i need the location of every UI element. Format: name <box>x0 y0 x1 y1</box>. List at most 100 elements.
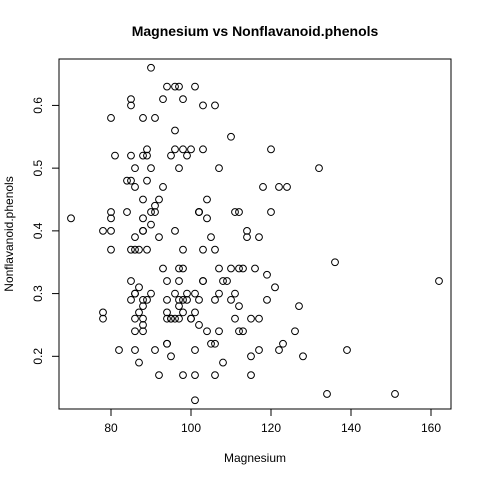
data-point <box>99 308 107 317</box>
data-point <box>159 264 167 273</box>
data-point <box>175 82 183 91</box>
data-point <box>179 95 187 104</box>
data-point <box>199 245 207 254</box>
data-point <box>179 145 187 154</box>
data-point <box>239 264 247 273</box>
data-point <box>175 314 183 323</box>
data-point <box>183 295 191 304</box>
data-point <box>155 233 163 242</box>
data-point <box>139 295 147 304</box>
data-point <box>151 208 159 216</box>
data-point <box>111 151 119 160</box>
data-point <box>163 82 171 91</box>
data-point <box>391 390 399 398</box>
data-point <box>243 226 251 235</box>
data-point <box>139 302 147 311</box>
data-point <box>187 314 195 323</box>
data-point <box>139 314 147 323</box>
data-point <box>107 114 115 122</box>
y-tick-label: 0.4 <box>31 222 45 239</box>
data-point <box>299 352 307 361</box>
data-point <box>67 214 75 223</box>
data-point <box>139 114 147 122</box>
data-point <box>211 295 219 304</box>
data-point <box>223 277 231 285</box>
data-point <box>99 314 107 323</box>
data-point <box>155 195 163 204</box>
data-point <box>135 283 143 292</box>
data-point <box>179 295 187 304</box>
data-point <box>191 289 199 298</box>
data-point <box>195 208 203 216</box>
data-point <box>107 214 115 223</box>
data-point <box>131 346 139 354</box>
data-point <box>175 264 183 273</box>
data-point <box>151 346 159 354</box>
data-point <box>147 63 155 72</box>
data-point <box>139 226 147 235</box>
data-point <box>163 277 171 285</box>
data-point <box>263 270 271 279</box>
data-point <box>227 295 235 304</box>
data-point <box>195 295 203 304</box>
data-point <box>247 352 255 361</box>
x-axis: 80 100 120 140 160 <box>104 408 441 435</box>
data-point <box>107 208 115 216</box>
data-point <box>255 314 263 323</box>
data-point <box>131 164 139 173</box>
data-point <box>235 327 243 336</box>
data-point <box>247 371 255 380</box>
data-point <box>343 346 351 354</box>
data-point <box>295 302 303 311</box>
plot-frame <box>58 58 452 410</box>
data-point <box>147 164 155 173</box>
data-point <box>247 314 255 323</box>
data-point <box>279 339 287 348</box>
data-point <box>267 208 275 216</box>
data-point <box>219 277 227 285</box>
data-point <box>251 264 259 273</box>
data-point <box>231 289 239 298</box>
data-point <box>127 95 135 104</box>
data-point <box>107 245 115 254</box>
data-point <box>127 277 135 285</box>
data-point <box>159 95 167 104</box>
data-point <box>211 339 219 348</box>
data-point <box>167 314 175 323</box>
data-point <box>331 258 339 267</box>
y-tick-label: 0.3 <box>31 285 45 302</box>
data-point <box>163 339 171 348</box>
data-point <box>123 176 131 185</box>
data-point <box>171 126 179 135</box>
data-point <box>203 195 211 204</box>
data-point <box>227 132 235 141</box>
data-point <box>231 208 239 216</box>
data-point <box>255 233 263 242</box>
x-tick-label: 160 <box>421 421 441 435</box>
data-point <box>219 358 227 367</box>
data-point <box>163 314 171 323</box>
data-point <box>235 264 243 273</box>
data-point <box>139 151 147 160</box>
data-point <box>131 314 139 323</box>
y-tick-label: 0.6 <box>31 97 45 114</box>
data-point <box>115 346 123 354</box>
y-axis: 0.2 0.3 0.4 0.5 0.6 <box>31 97 60 365</box>
data-point <box>263 295 271 304</box>
x-tick-label: 80 <box>104 421 118 435</box>
data-point <box>191 308 199 317</box>
data-point <box>207 339 215 348</box>
data-point <box>183 289 191 298</box>
data-point <box>127 151 135 160</box>
data-point <box>143 151 151 160</box>
chart-title: Magnesium vs Nonflavanoid.phenols <box>132 23 379 39</box>
data-point <box>171 314 179 323</box>
data-point <box>239 327 247 336</box>
data-point <box>291 327 299 336</box>
data-point <box>215 289 223 298</box>
data-point <box>147 220 155 229</box>
data-point <box>255 346 263 354</box>
data-point <box>139 327 147 336</box>
data-point <box>171 289 179 298</box>
